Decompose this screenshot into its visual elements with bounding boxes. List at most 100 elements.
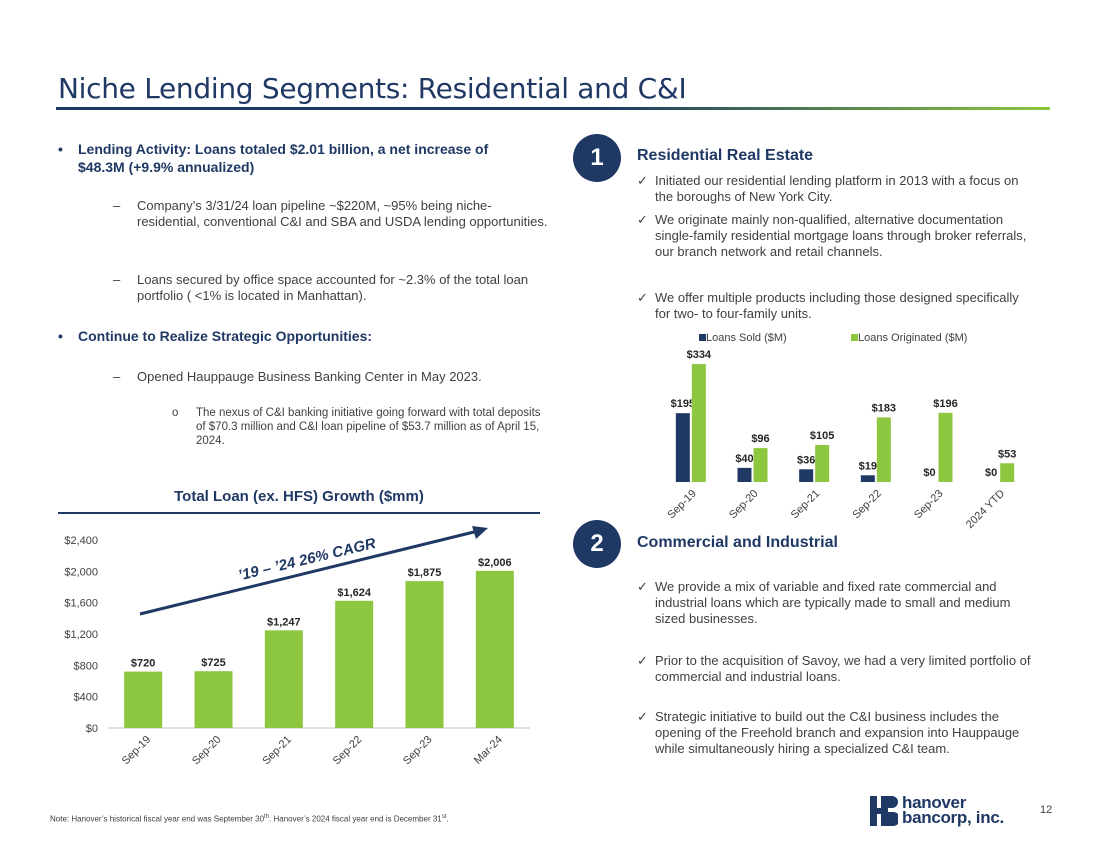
section-1-item: ✓ Initiated our residential lending plat… [637,173,1037,205]
dash-glyph: – [113,369,121,384]
section-2-item: ✓ Strategic initiative to build out the … [637,709,1037,757]
section-1-badge: 1 [573,134,621,182]
hanover-logo: hanover bancorp, inc. [870,793,1030,828]
sub-bullet-office: – Loans secured by office space accounte… [113,272,553,304]
bar-data-label: $720 [131,658,155,670]
x-tick-label: Sep-19 [665,488,699,522]
bullet-text: Continue to Realize Strategic Opportunit… [78,328,373,344]
bar-data-label: $36 [797,454,815,466]
bullet-strategic: • Continue to Realize Strategic Opportun… [58,327,538,345]
section-2-item: ✓ We provide a mix of variable and fixed… [637,579,1037,627]
section-1-item: ✓ We originate mainly non-qualified, alt… [637,212,1037,260]
x-tick-label: Sep-23 [912,488,946,522]
check-icon: ✓ [637,653,648,668]
bar-data-label: $0 [923,467,935,479]
bar [876,417,891,482]
loan-growth-chart: $0 $400 $800 $1,200 $1,600 $2,000 $2,400 $720 Se… [64,526,530,768]
bullet-text: Lending Activity: Loans totaled $2.01 bi… [78,141,489,175]
check-icon: ✓ [637,212,648,227]
logo-line-1: hanover [902,793,967,812]
y-tick-label: $400 [74,692,98,704]
sub-bullet-text: Opened Hauppauge Business Banking Center… [137,369,482,384]
y-tick-label: $2,400 [64,535,98,547]
bar [405,581,444,728]
loan-chart-rule [58,512,540,514]
bar-data-label: $0 [985,467,997,479]
bar-data-label: $2,006 [478,557,512,569]
bullet-lending-activity: • Lending Activity: Loans totaled $2.01 … [58,140,538,176]
bar-data-label: $1,624 [337,587,372,599]
footnote-sup: th [264,814,270,820]
bar [675,413,690,482]
loan-chart-title: Total Loan (ex. HFS) Growth ($mm) [174,488,424,505]
bar-data-label: $183 [872,402,896,414]
section-2-item-text: Strategic initiative to build out the C&… [655,709,1020,756]
residential-loans-chart: Loans Sold ($M) Loans Originated ($M) $195… [665,332,1016,531]
cagr-arrow-head-icon [472,526,488,539]
legend-label: Loans Originated ($M) [858,332,967,344]
y-tick-label: $800 [74,660,98,672]
bullet-glyph: • [58,328,63,344]
check-icon: ✓ [637,709,648,724]
legend-swatch [699,334,706,341]
section-2-item: ✓ Prior to the acquisition of Savoy, we … [637,653,1037,685]
y-tick-label: $1,600 [64,598,98,610]
bar [753,448,768,482]
sub-bullet-text: Loans secured by office space accounted … [137,272,529,303]
bar-data-label: $196 [933,398,957,410]
x-tick-label: 2024 YTD [964,488,1007,531]
section-2-item-text: We provide a mix of variable and fixed r… [655,579,1011,626]
bar [475,570,514,728]
bar-data-label: $19 [859,460,877,472]
page-number: 12 [1040,804,1053,816]
bar [264,630,303,728]
check-icon: ✓ [637,290,648,305]
bar-data-label: $195 [671,398,695,410]
x-tick-label: Sep-21 [260,734,294,768]
bar-data-label: $334 [687,349,712,361]
dash-glyph: – [113,272,121,287]
sub-sub-bullet-nexus: o The nexus of C&I banking initiative go… [172,406,550,448]
bar [124,671,163,728]
sub-sub-bullet-text: The nexus of C&I banking initiative goin… [196,407,541,447]
x-tick-label: Sep-20 [727,488,761,522]
footnote-text: . [446,814,449,824]
section-2-item-text: Prior to the acquisition of Savoy, we ha… [655,653,1031,684]
section-2-title: Commercial and Industrial [637,534,838,551]
check-icon: ✓ [637,579,648,594]
hanover-logo-mark-icon [870,796,898,826]
bar-data-label: $53 [998,448,1016,460]
page-title: Niche Lending Segments: Residential and … [58,72,687,105]
sub-bullet-hauppauge: – Opened Hauppauge Business Banking Cent… [113,369,553,385]
section-1-item: ✓ We offer multiple products including t… [637,290,1037,322]
logo-line-2: bancorp, inc. [902,808,1004,827]
bar-data-label: $40 [735,453,753,465]
bullet-glyph: • [58,141,63,157]
legend-swatch [851,334,858,341]
footnote: Note: Hanover’s historical fiscal year e… [50,814,449,824]
section-1-item-text: We originate mainly non-qualified, alter… [655,212,1027,259]
bar-data-label: $105 [810,430,834,442]
sub-bullet-pipeline: – Company’s 3/31/24 loan pipeline ~$220M… [113,198,553,230]
bar-data-label: $1,247 [267,616,301,628]
y-tick-label: $1,200 [64,629,98,641]
bar [938,412,953,482]
x-tick-label: Sep-22 [331,734,365,768]
bar [194,671,233,728]
y-tick-label: $0 [86,723,98,735]
x-tick-label: Sep-23 [401,734,435,768]
bar-data-label: $725 [201,657,225,669]
bar-data-label: $1,875 [408,567,442,579]
x-tick-label: Sep-21 [789,488,823,522]
bar [1000,463,1015,482]
dash-glyph: – [113,198,121,213]
bar [799,469,814,482]
bar [737,467,752,482]
check-icon: ✓ [637,173,648,188]
y-tick-label: $2,000 [64,566,98,578]
title-rule [56,107,1050,110]
section-1-item-text: Initiated our residential lending platfo… [655,173,1019,204]
bar [691,364,706,482]
x-tick-label: Sep-22 [850,488,884,522]
footnote-text: . Hanover’s 2024 fiscal year end is Dece… [269,814,442,824]
